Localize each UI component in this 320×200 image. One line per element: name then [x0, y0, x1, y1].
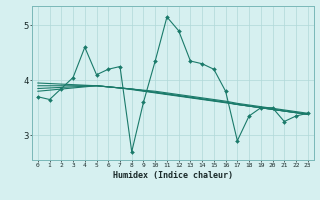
X-axis label: Humidex (Indice chaleur): Humidex (Indice chaleur) — [113, 171, 233, 180]
